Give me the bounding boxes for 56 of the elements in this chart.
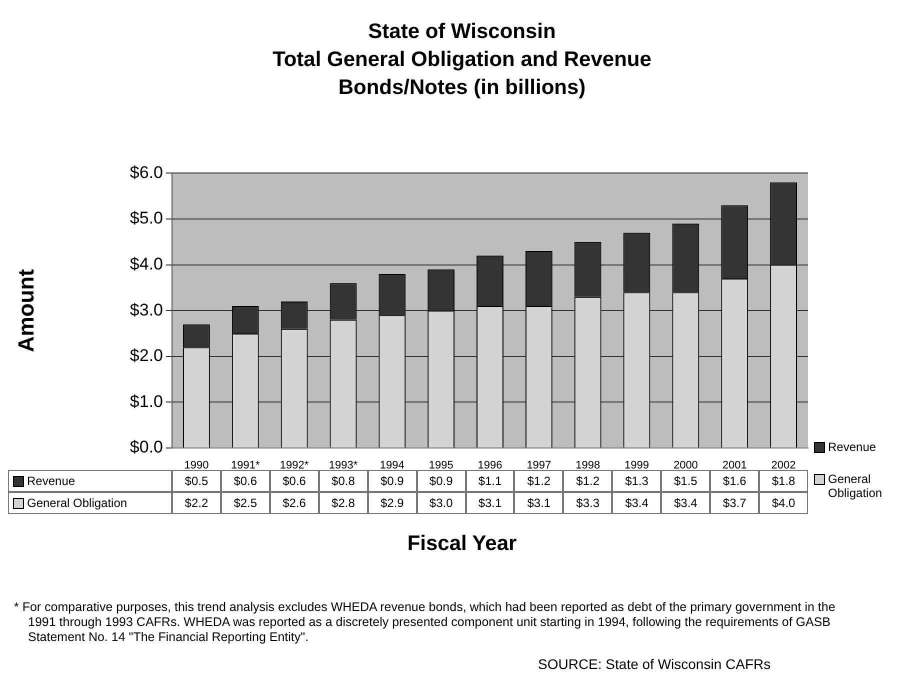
- data-label: $1.2: [514, 470, 564, 492]
- legend-label: General Obligation: [828, 472, 884, 500]
- x-tick-label: 1993*: [328, 460, 358, 472]
- data-label: $2.8: [318, 492, 368, 514]
- data-label: $1.8: [759, 470, 808, 492]
- data-label: $0.8: [318, 470, 368, 492]
- data-label: $0.6: [220, 470, 270, 492]
- source-note: SOURCE: State of Wisconsin CAFRs: [538, 656, 771, 672]
- y-tick-label: $5.0: [130, 208, 163, 228]
- data-label: $3.1: [514, 492, 564, 514]
- data-label: $2.6: [270, 492, 319, 514]
- legend-label: Revenue: [828, 440, 876, 454]
- data-label: $1.2: [563, 470, 612, 492]
- x-tick-label: 1990: [184, 460, 209, 472]
- data-label: $2.5: [220, 492, 270, 514]
- x-tick-label: 2001: [722, 460, 747, 472]
- y-tick-label: $3.0: [130, 300, 163, 320]
- data-label: $4.0: [759, 492, 808, 514]
- chart-title: State of Wisconsin: [367, 20, 557, 44]
- x-axis-title: Fiscal Year: [406, 532, 518, 556]
- text: * For comparative purposes, this trend analysis excludes WHEDA revenue bonds, which had been reported as debt of the primary government in the 1991 through 1993 CAFRs. WHEDA was reported as a discretely presented component unit starting in 1994, following the requirements of GASB Statement No. 14 "The Financial Reporting Entity".: [14, 600, 836, 645]
- text: General Obligation: [27, 496, 128, 510]
- y-tick-label: $1.0: [130, 392, 163, 411]
- y-tick-label: $6.0: [130, 162, 163, 182]
- text: Revenue: [27, 474, 76, 488]
- x-tick-label: 1995: [428, 460, 454, 472]
- data-label: $0.5: [172, 470, 221, 492]
- data-label: $1.3: [612, 470, 662, 492]
- x-tick-label: 2002: [771, 460, 796, 472]
- data-label: $2.9: [368, 492, 417, 514]
- x-tick-label: 2000: [673, 460, 698, 472]
- x-tick-label: 1992*: [280, 460, 310, 472]
- x-tick-label: 1998: [576, 460, 600, 472]
- data-label: $2.2: [172, 492, 221, 514]
- data-label: $1.1: [466, 470, 514, 492]
- data-label: $0.6: [270, 470, 319, 492]
- x-tick-label: 1991*: [231, 460, 260, 472]
- y-tick-label: $0.0: [130, 438, 163, 457]
- chart-subtitle: Total General Obligation and Revenue Bonds/Notes (in billions): [272, 47, 652, 101]
- data-label: $0.9: [368, 470, 417, 492]
- data-label: $0.9: [416, 470, 466, 492]
- y-tick-label: $4.0: [130, 254, 163, 274]
- x-tick-label: 1997: [526, 460, 552, 472]
- data-label: $1.5: [661, 470, 710, 492]
- x-tick-label: 1994: [380, 460, 404, 472]
- data-label: $3.4: [612, 492, 662, 514]
- data-label: $3.4: [661, 492, 710, 514]
- data-label: $3.7: [710, 492, 760, 514]
- x-tick-label: 1996: [478, 460, 502, 472]
- y-axis-title: Amount: [13, 268, 38, 352]
- y-tick-label: $2.0: [130, 346, 163, 366]
- data-label: $1.6: [710, 470, 760, 492]
- data-label: $3.1: [466, 492, 514, 514]
- x-tick-label: 1999: [624, 460, 650, 472]
- data-label: $3.3: [563, 492, 612, 514]
- data-label: $3.0: [416, 492, 466, 514]
